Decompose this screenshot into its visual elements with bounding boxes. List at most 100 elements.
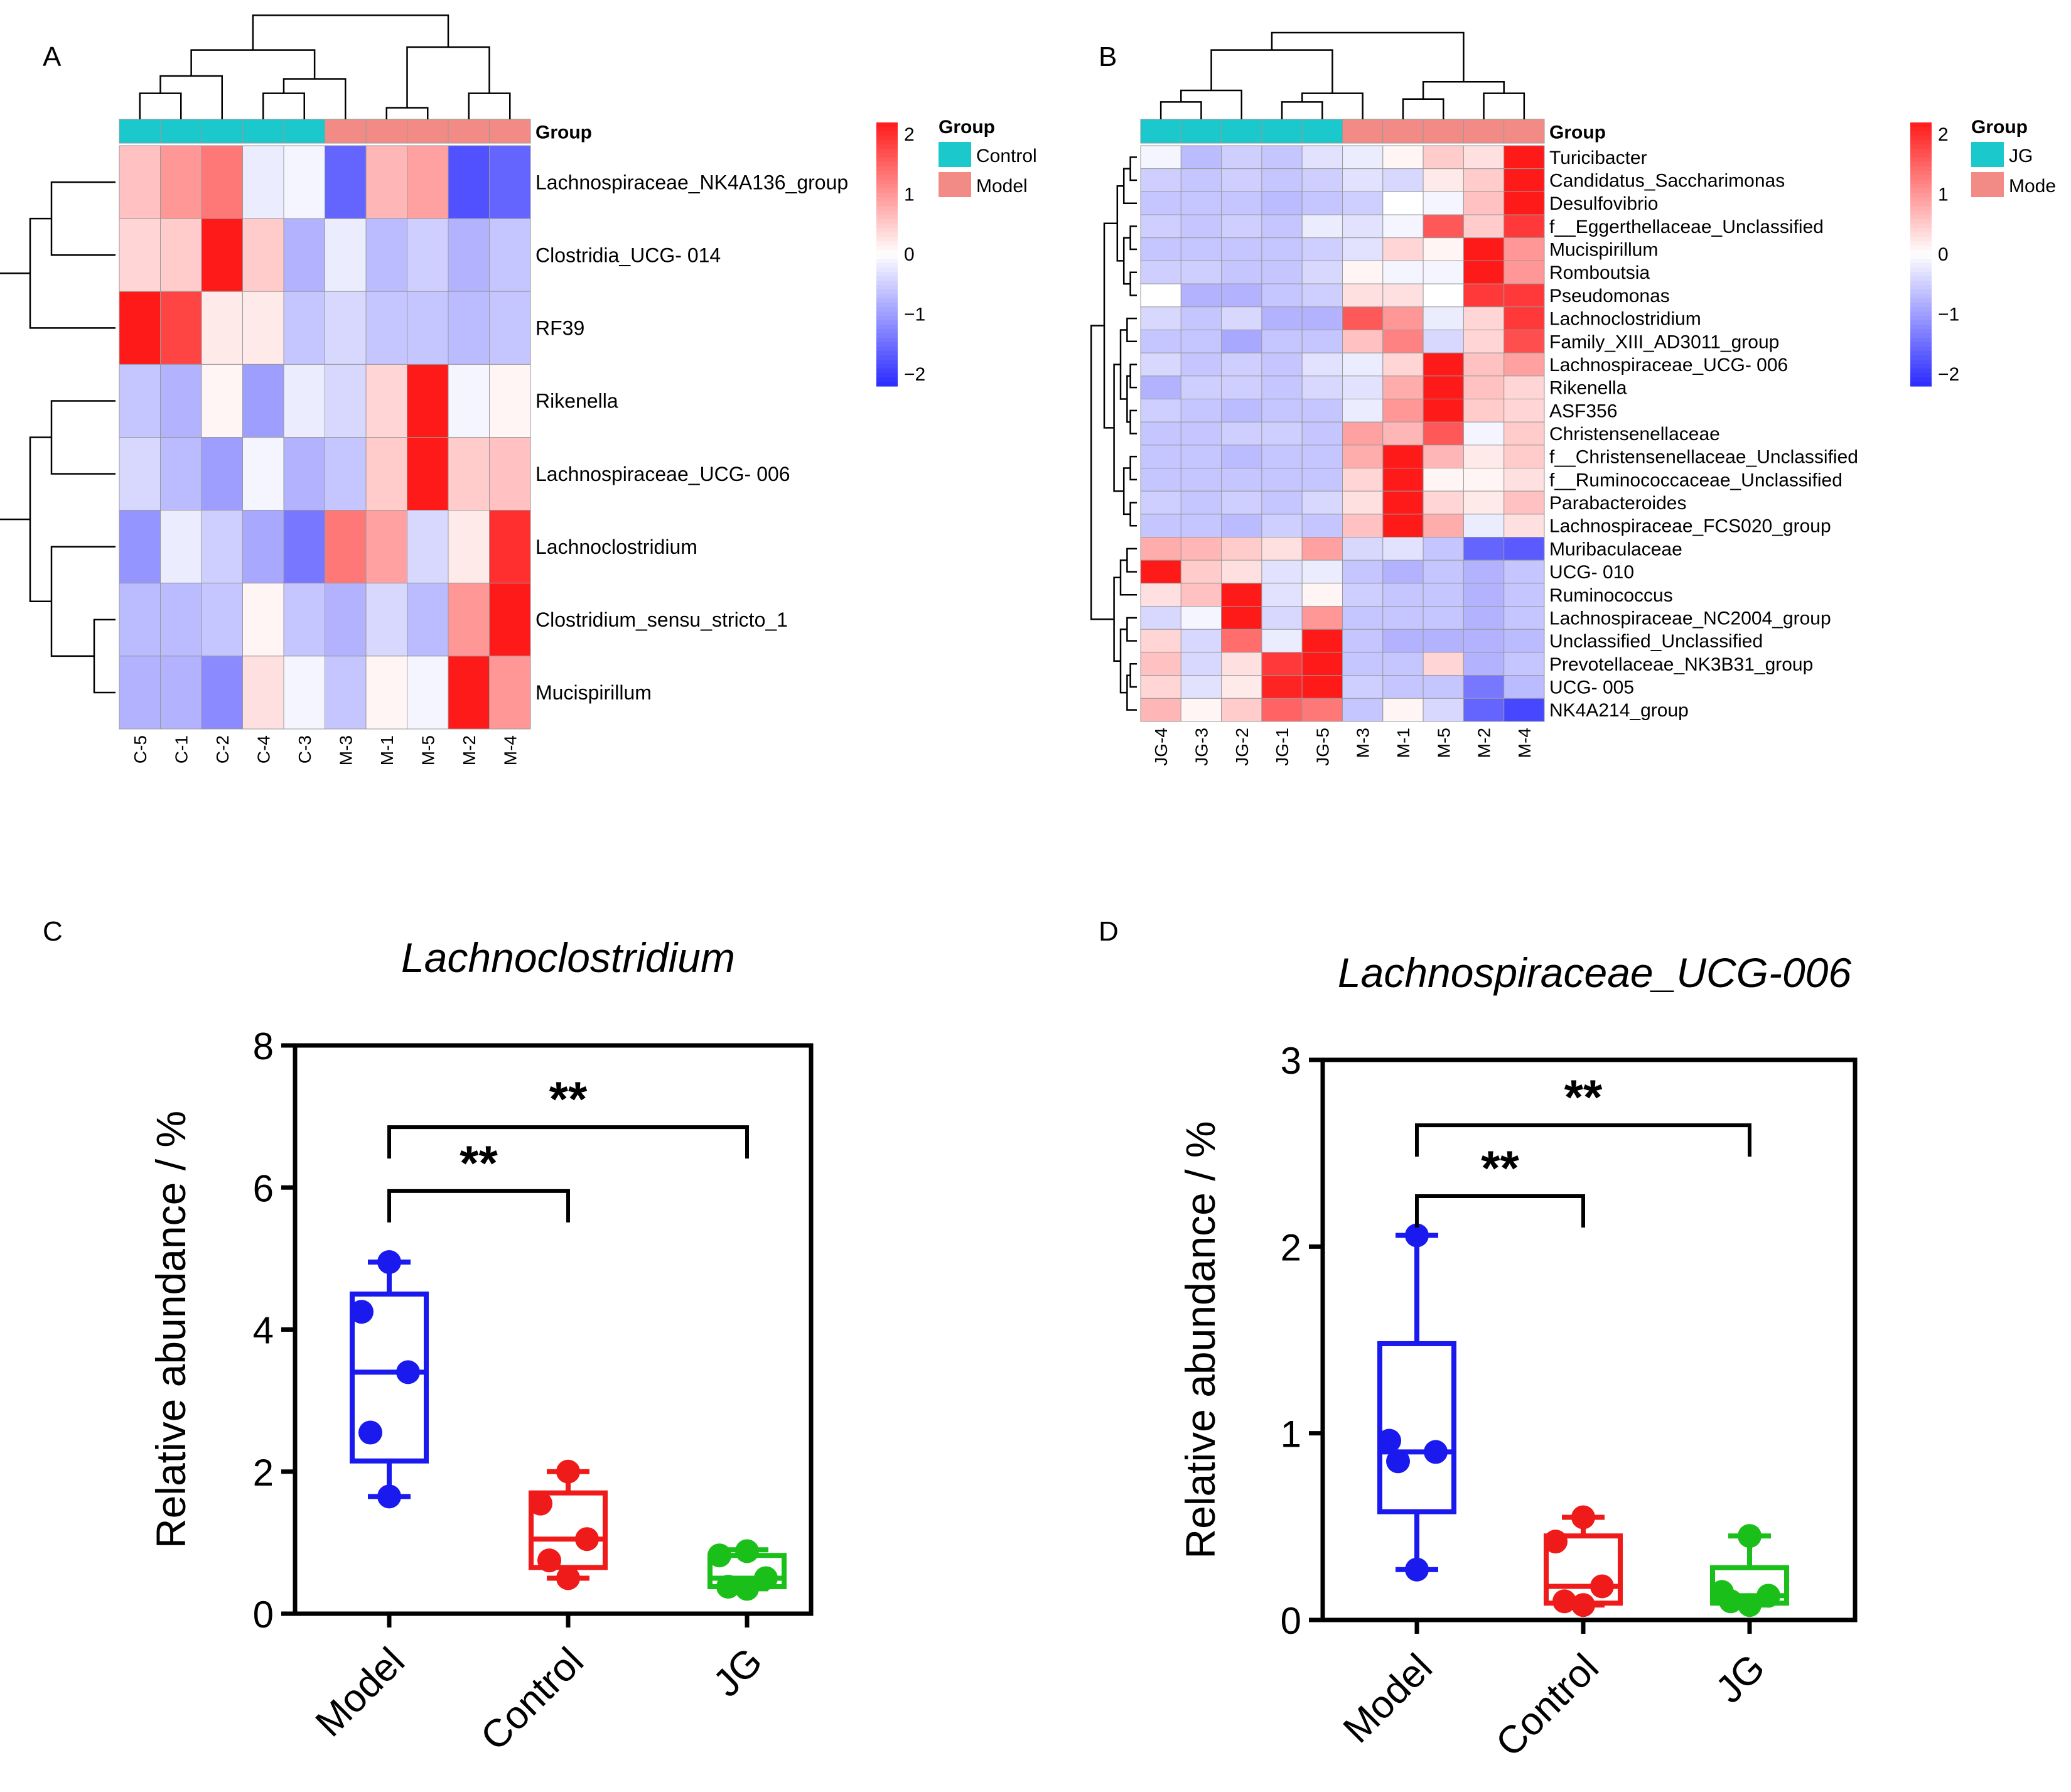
heatmap-cell	[1423, 698, 1464, 722]
heatmap-cell	[119, 437, 161, 511]
heatmap-cell	[489, 218, 531, 292]
legend-swatch	[939, 172, 971, 197]
color-scale-segment	[1910, 180, 1932, 185]
color-scale-tick: −2	[1938, 364, 1959, 385]
significance-bracket	[387, 1125, 749, 1159]
heatmap-cell	[489, 437, 531, 511]
heatmap-cell	[1261, 237, 1303, 261]
color-scale-segment	[1910, 224, 1932, 229]
heatmap-cell	[1180, 490, 1222, 515]
color-scale-segment	[876, 122, 898, 127]
color-scale-segment	[876, 342, 898, 347]
boxplot-panel-c: C Lachnoclostridium 0 2 4 6 8 Relative abundanc…	[43, 916, 814, 1759]
data-point	[396, 1360, 420, 1384]
data-point	[1710, 1580, 1734, 1604]
heatmap-cell	[1423, 398, 1464, 423]
color-scale-segment	[1910, 289, 1932, 294]
heatmap-cell	[1463, 468, 1505, 492]
heatmap-cell	[1301, 583, 1343, 607]
column-label: M-1	[377, 735, 397, 765]
heatmap-cell	[1180, 629, 1222, 653]
heatmap-cell	[1423, 329, 1464, 354]
heatmap-cell	[1140, 698, 1181, 722]
heatmap-cell	[407, 218, 449, 292]
y-tick-label: 6	[253, 1167, 274, 1209]
heatmap-cell	[283, 145, 325, 219]
heatmap-cell	[1301, 445, 1343, 469]
heatmap-cell	[1463, 490, 1505, 515]
heatmap-cell	[1463, 583, 1505, 607]
legend-label: JG	[2009, 146, 2033, 166]
heatmap-cell	[1463, 537, 1505, 561]
row-label: Unclassified_Unclassified	[1549, 631, 1763, 652]
heatmap-cell	[1423, 191, 1464, 215]
row-dendrogram-branch	[1129, 156, 1137, 181]
color-scale-segment	[876, 311, 898, 316]
heatmap-cell	[325, 291, 367, 365]
row-label: UCG- 010	[1549, 562, 1634, 583]
heatmap-cell	[1261, 606, 1303, 630]
heatmap-cell	[1180, 398, 1222, 423]
row-label: ASF356	[1549, 401, 1617, 421]
heatmap-cell	[1301, 260, 1343, 284]
color-scale-segment	[1910, 276, 1932, 281]
heatmap-cell	[119, 218, 161, 292]
heatmap-cell	[1342, 191, 1384, 215]
heatmap-cell	[1382, 168, 1424, 192]
heatmap-cell	[1503, 583, 1545, 607]
heatmap-cell	[1342, 606, 1384, 630]
heatmap-cell	[1140, 468, 1181, 492]
heatmap-cell	[1221, 375, 1262, 399]
heatmap-cell	[1382, 698, 1424, 722]
heatmap-cell	[1382, 352, 1424, 377]
heatmap-cell	[1301, 514, 1343, 538]
heatmap-cell	[1342, 698, 1384, 722]
heatmap-cell	[1261, 352, 1303, 377]
heatmap-cell	[160, 656, 202, 730]
color-scale-tick: 2	[904, 124, 915, 145]
row-dendrogram-branch	[1119, 559, 1137, 596]
column-label: JG-3	[1191, 728, 1211, 766]
color-scale-segment	[1910, 184, 1932, 189]
heatmap-cell	[1180, 652, 1222, 676]
heatmap-cell	[1423, 237, 1464, 261]
heatmap-cell	[1382, 675, 1424, 699]
heatmap-cell	[1140, 675, 1181, 699]
row-label: Lachnospiraceae_UCG- 006	[1549, 355, 1788, 375]
heatmap-cell	[1221, 168, 1262, 192]
heatmap-cell	[365, 656, 407, 730]
heatmap-cell	[489, 510, 531, 584]
column-label: C-5	[131, 735, 150, 764]
heatmap-cell	[448, 656, 490, 730]
heatmap-cell	[1463, 445, 1505, 469]
significance-label: **	[549, 1071, 588, 1126]
heatmap-cell	[325, 656, 367, 730]
heatmap-cell	[1503, 652, 1545, 676]
heatmap-cell	[119, 510, 161, 584]
row-label: Ruminococcus	[1549, 585, 1673, 606]
heatmap-cell	[1180, 698, 1222, 722]
color-scale-segment	[1910, 188, 1932, 193]
heatmap-cell	[1503, 237, 1545, 261]
heatmap-cell	[1221, 583, 1262, 607]
heatmap-cell	[1221, 514, 1262, 538]
heatmap-cell	[242, 218, 284, 292]
color-scale-segment	[876, 272, 898, 277]
heatmap-cell	[1301, 468, 1343, 492]
heatmap-cell	[160, 437, 202, 511]
heatmap-cell	[1140, 375, 1181, 399]
heatmap-cell	[407, 437, 449, 511]
heatmap-cell	[1180, 514, 1222, 538]
significance-bracket	[387, 1189, 570, 1223]
color-scale-segment	[1910, 382, 1932, 387]
heatmap-cell	[1382, 629, 1424, 653]
heatmap-cell	[119, 656, 161, 730]
heatmap-cell	[1423, 537, 1464, 561]
row-label: Rikenella	[535, 390, 618, 413]
color-scale-segment	[1910, 360, 1932, 365]
row-label: UCG- 005	[1549, 677, 1634, 698]
column-dendrogram-branch	[139, 92, 182, 119]
color-scale-tick: −1	[1938, 304, 1959, 325]
heatmap-cell	[283, 291, 325, 365]
column-dendrogram-branch	[1210, 49, 1333, 94]
